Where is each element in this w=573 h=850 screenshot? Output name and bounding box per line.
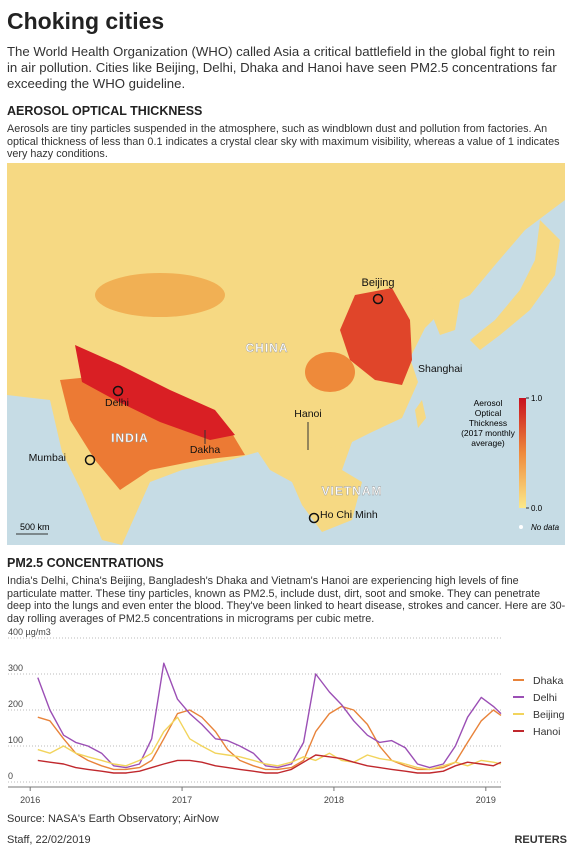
map-label: Shanghai xyxy=(418,363,462,375)
colorbar-label: 1.0 xyxy=(531,394,543,403)
series-line xyxy=(37,662,502,769)
section-description: Aerosols are tiny particles suspended in… xyxy=(7,123,560,160)
japan xyxy=(470,220,560,350)
x-tick-label: 2019 xyxy=(476,795,496,805)
y-tick-label: 200 xyxy=(8,699,23,709)
india-haze xyxy=(60,375,245,490)
map-label: Delhi xyxy=(105,397,129,409)
map: Beijing CHINA Shanghai Delhi INDIA Hanoi Dakha… xyxy=(7,163,565,545)
logo: REUTERS xyxy=(514,834,567,846)
x-tick-label: 2017 xyxy=(172,795,192,805)
map-label: CHINA xyxy=(246,341,289,355)
gangetic-haze xyxy=(75,345,235,440)
city-marker xyxy=(372,293,384,305)
source: Source: NASA's Earth Observatory; AirNow xyxy=(7,813,219,825)
y-tick-label: 0 xyxy=(8,771,13,781)
colorbar xyxy=(519,398,526,508)
map-label: Hanoi xyxy=(294,408,321,420)
y-tick-label: 100 xyxy=(8,735,23,745)
hainan xyxy=(330,444,345,460)
legend-label: Beijing xyxy=(533,709,565,721)
city-marker xyxy=(84,454,96,466)
legend-title: (2017 monthly xyxy=(461,428,516,438)
credit: Staff, 22/02/2019 xyxy=(7,834,91,846)
no-data-swatch xyxy=(519,525,523,529)
city-marker xyxy=(308,512,320,524)
map-label: Ho Chi Minh xyxy=(320,509,378,521)
y-tick-label: 300 xyxy=(8,663,23,673)
taiwan xyxy=(415,400,426,428)
map-label: INDIA xyxy=(111,431,149,445)
legend-label: Dhaka xyxy=(533,675,564,687)
section-heading: PM2.5 CONCENTRATIONS xyxy=(7,556,164,570)
city-marker xyxy=(112,385,124,397)
x-tick-label: 2018 xyxy=(324,795,344,805)
legend-label: Hanoi xyxy=(533,726,560,738)
no-data-label: No data xyxy=(531,523,560,532)
tarim-dust xyxy=(95,273,225,317)
x-tick-label: 2016 xyxy=(20,795,40,805)
legend-title: Aerosol xyxy=(474,398,503,408)
scale-label: 500 km xyxy=(20,522,50,532)
legend-title: Optical xyxy=(475,408,502,418)
north-china-haze xyxy=(340,288,412,385)
title: Choking cities xyxy=(7,8,165,34)
section-heading: AEROSOL OPTICAL THICKNESS xyxy=(7,104,203,118)
legend-title: Thickness xyxy=(469,418,507,428)
sichuan-haze xyxy=(305,352,355,392)
line-chart: 0 100 200 300 400 µg/m3 2016 2017 2018 2019 Dhaka… xyxy=(8,628,565,805)
legend-title: average) xyxy=(471,438,505,448)
map-label: Mumbai xyxy=(29,452,66,464)
series-line xyxy=(37,716,502,771)
legend-label: Delhi xyxy=(533,692,557,704)
map-label: Beijing xyxy=(361,277,394,289)
y-tick-label: 400 µg/m3 xyxy=(8,628,51,637)
map-label: Dakha xyxy=(190,444,221,456)
colorbar-label: 0.0 xyxy=(531,504,543,513)
series-line xyxy=(37,754,502,774)
map-label: VIETNAM xyxy=(322,484,383,498)
section-description: India's Delhi, China's Beijing, Banglade… xyxy=(7,575,566,625)
intro: The World Health Organization (WHO) call… xyxy=(7,44,557,91)
korea xyxy=(430,280,460,335)
